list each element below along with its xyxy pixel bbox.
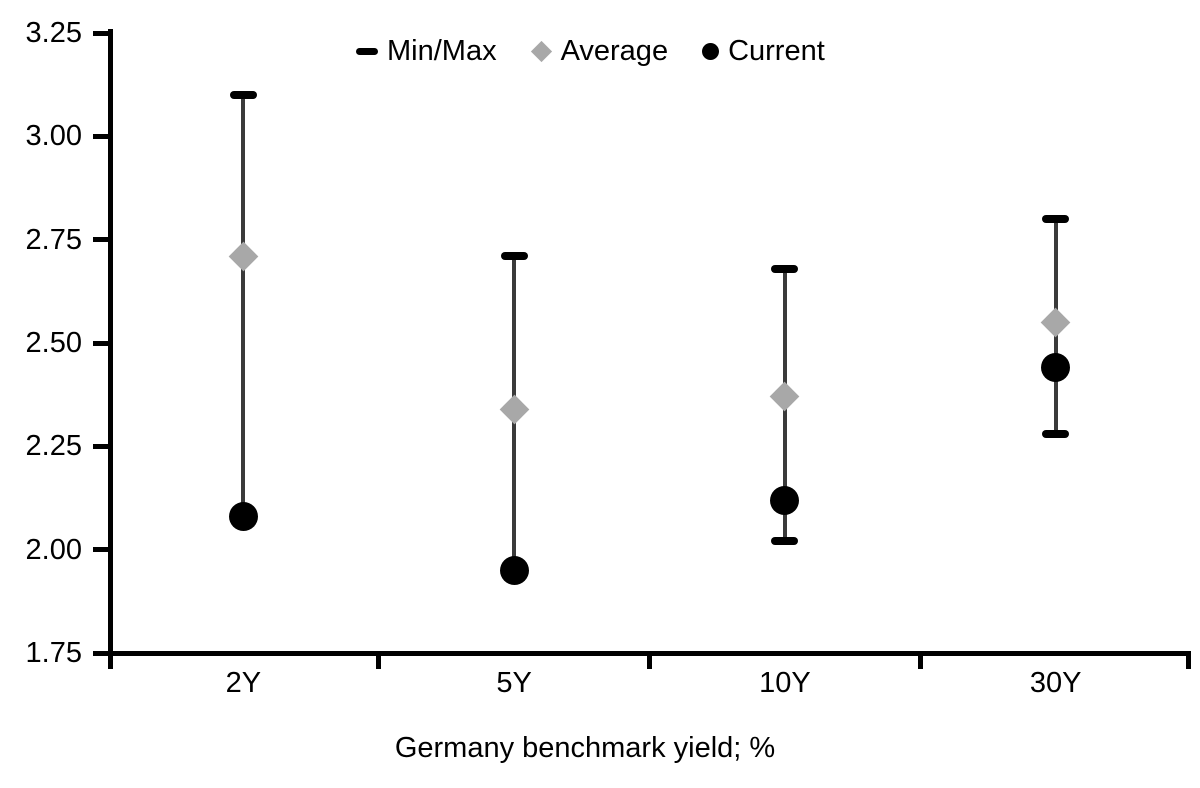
y-tick-label-2.75: 2.75 [25, 223, 82, 256]
x-label-30Y: 30Y [1029, 667, 1082, 699]
y-tick-label-3.00: 3.00 [25, 120, 82, 153]
current-marker-30Y [1041, 353, 1071, 383]
min-cap-30Y [1042, 429, 1070, 438]
y-tick-label-3.25: 3.25 [25, 17, 82, 49]
max-cap-2Y [229, 91, 257, 99]
current-circle-icon [702, 42, 720, 60]
y-tick-3.25 [93, 30, 108, 36]
y-tick-label-1.75: 1.75 [25, 637, 82, 669]
legend-item-average: Average [530, 34, 669, 68]
x-tick-2 [647, 656, 652, 669]
average-marker-2Y [228, 241, 259, 272]
average-marker-5Y [499, 394, 529, 424]
legend-label-average: Average [560, 35, 669, 67]
x-axis-title: Germany benchmark yield; % [394, 732, 776, 764]
average-marker-30Y [1040, 307, 1071, 338]
max-cap-5Y [500, 252, 528, 261]
x-label-10Y: 10Y [759, 667, 811, 699]
range-line-2Y [241, 95, 246, 517]
y-tick-3.00 [93, 133, 108, 139]
y-tick-2.75 [93, 237, 108, 243]
minmax-dash-icon [356, 47, 378, 55]
x-label-5Y: 5Y [496, 667, 532, 699]
y-axis-line [108, 29, 113, 656]
current-marker-10Y [770, 485, 800, 515]
y-tick-2.50 [93, 340, 108, 346]
legend-item-minmax: Min/Max [356, 34, 497, 68]
legend-item-current: Current [702, 34, 825, 68]
y-tick-label-2.00: 2.00 [25, 533, 82, 566]
current-marker-2Y [228, 502, 258, 532]
current-marker-5Y [499, 555, 529, 585]
y-tick-label-2.50: 2.50 [25, 327, 82, 359]
legend: Min/Max Average Current [356, 34, 825, 68]
legend-label-minmax: Min/Max [387, 35, 497, 67]
max-cap-10Y [771, 264, 799, 273]
y-tick-label-2.25: 2.25 [25, 430, 82, 463]
x-tick-4 [1186, 656, 1191, 669]
y-tick-2.25 [93, 443, 108, 449]
x-tick-3 [917, 656, 923, 669]
min-cap-10Y [771, 537, 799, 546]
legend-label-current: Current [728, 35, 825, 67]
average-marker-10Y [770, 381, 800, 412]
average-diamond-icon [530, 40, 552, 62]
y-tick-1.75 [93, 650, 108, 656]
max-cap-30Y [1042, 215, 1070, 223]
y-tick-2.00 [93, 547, 108, 553]
x-tick-1 [376, 656, 382, 669]
x-axis-line [108, 651, 1191, 656]
x-tick-0 [108, 656, 113, 669]
x-label-2Y: 2Y [225, 667, 262, 699]
